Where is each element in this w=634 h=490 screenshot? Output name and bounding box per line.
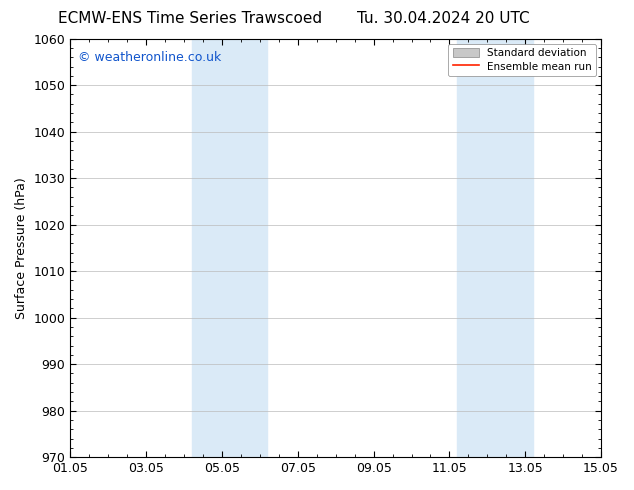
Text: ECMW-ENS Time Series Trawscoed: ECMW-ENS Time Series Trawscoed	[58, 11, 322, 26]
Bar	[457, 39, 533, 457]
Text: © weatheronline.co.uk: © weatheronline.co.uk	[78, 51, 221, 64]
Legend: Standard deviation, Ensemble mean run: Standard deviation, Ensemble mean run	[448, 44, 596, 76]
Y-axis label: Surface Pressure (hPa): Surface Pressure (hPa)	[15, 177, 28, 319]
Text: Tu. 30.04.2024 20 UTC: Tu. 30.04.2024 20 UTC	[358, 11, 530, 26]
Bar	[191, 39, 268, 457]
